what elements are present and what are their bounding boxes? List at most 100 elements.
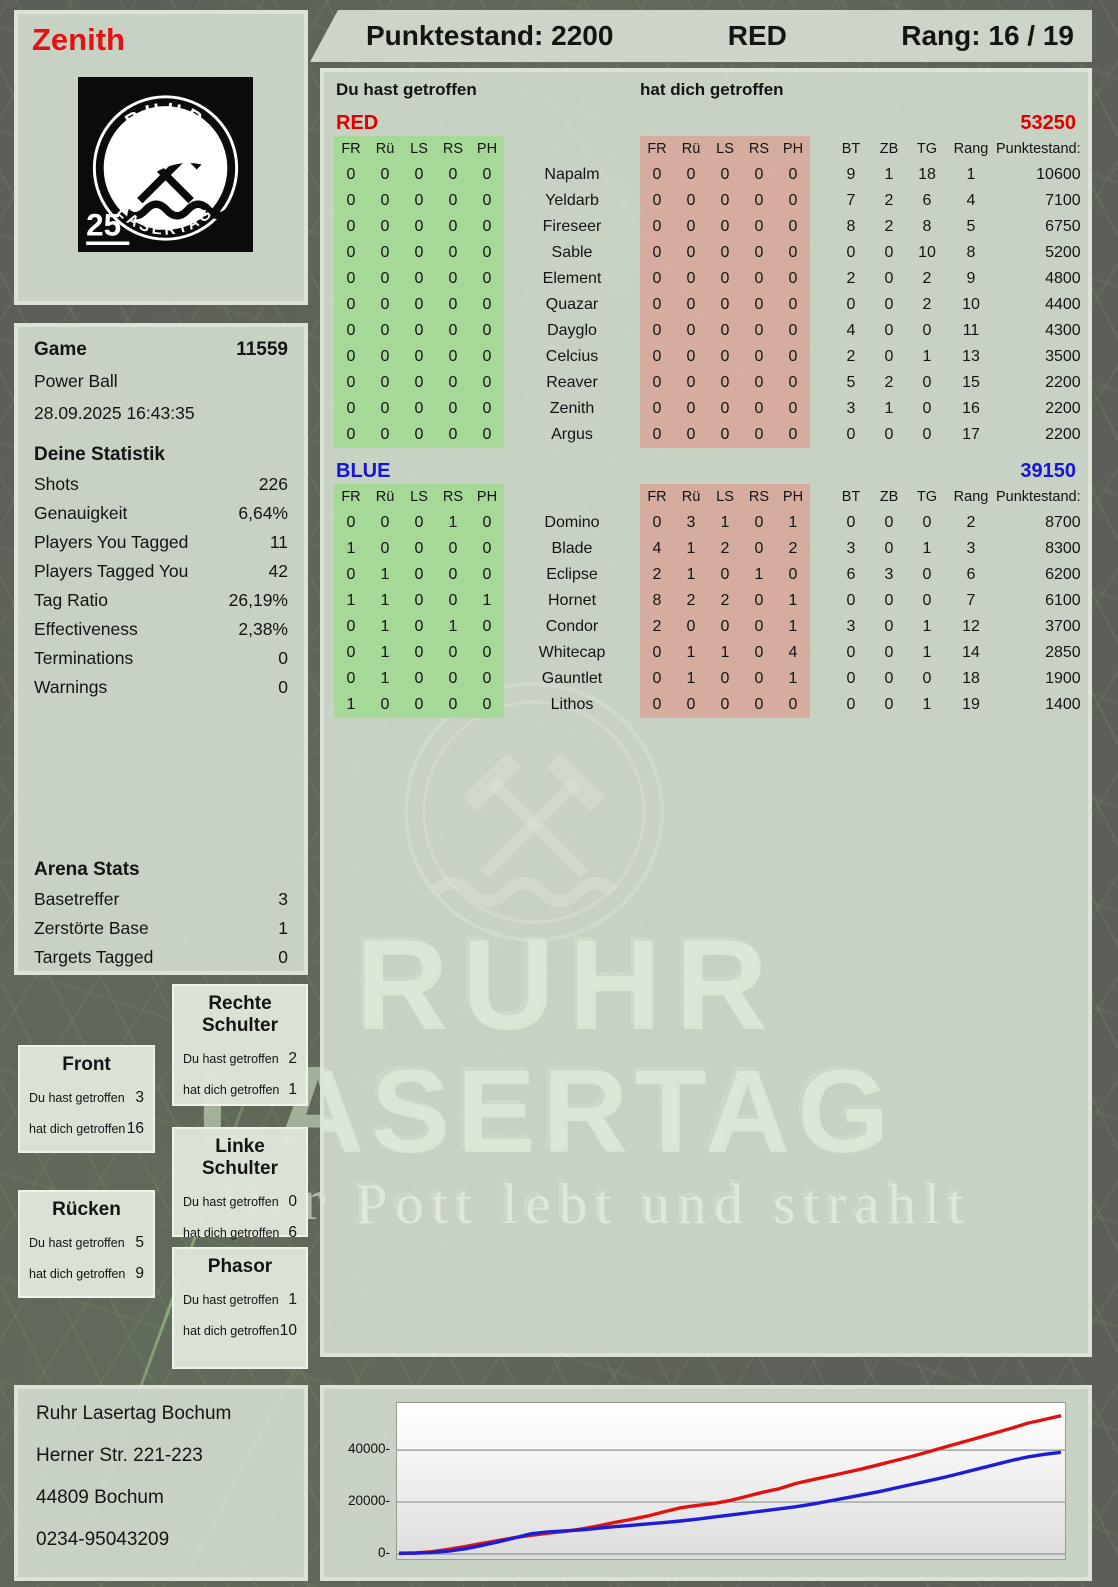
you-hit-cell: 0 <box>368 162 402 188</box>
player-name-cell: Element <box>542 270 602 287</box>
them-hit-cell: 0 <box>708 344 742 370</box>
spacer <box>810 344 832 370</box>
you-hit-cell: 0 <box>436 588 470 614</box>
you-hit-cell: 0 <box>368 188 402 214</box>
zb-cell: 0 <box>884 618 894 635</box>
player-name-cell: Whitecap <box>538 644 606 661</box>
bt-cell: 7 <box>846 192 856 209</box>
col-header: TG <box>916 489 938 505</box>
col-header: LS <box>402 136 436 162</box>
spacer <box>810 292 832 318</box>
score-cell: 8700 <box>1045 514 1081 531</box>
score-cell: 3700 <box>1045 618 1081 635</box>
col-header: Punktestand: <box>996 141 1081 157</box>
rank-cell: 15 <box>962 374 980 391</box>
you-hit-value: 1 <box>288 1291 297 1308</box>
col-header: ZB <box>879 141 899 157</box>
hitzone-title: Front <box>62 1054 111 1075</box>
game-label: Game <box>34 339 87 360</box>
them-hit-cell: 1 <box>674 640 708 666</box>
tg-cell: 0 <box>922 670 932 687</box>
you-hit-cell: 0 <box>436 562 470 588</box>
col-header <box>504 136 640 162</box>
them-hit-cell: 8 <box>640 588 674 614</box>
bt-cell: 3 <box>846 400 856 417</box>
bt-cell: 0 <box>846 426 856 443</box>
score-cell: 1900 <box>1045 670 1081 687</box>
player-name-cell: Reaver <box>546 374 598 391</box>
you-hit-cell: 0 <box>402 562 436 588</box>
bt-cell: 0 <box>846 592 856 609</box>
you-hit-cell: 0 <box>402 214 436 240</box>
score-progress-chart <box>396 1402 1066 1560</box>
tg-cell: 1 <box>922 644 932 661</box>
col-header <box>504 484 640 510</box>
col-header: ZB <box>879 489 899 505</box>
them-hit-cell: 0 <box>776 422 810 448</box>
you-hit-cell: 0 <box>402 422 436 448</box>
them-hit-cell: 0 <box>742 692 776 718</box>
col-header: PH <box>470 136 504 162</box>
them-hit-cell: 0 <box>742 588 776 614</box>
rank-cell: 11 <box>962 322 980 339</box>
them-hit-cell: 2 <box>776 536 810 562</box>
rank-cell: 13 <box>962 348 980 365</box>
them-hit-cell: 0 <box>742 266 776 292</box>
stat-label: Terminations <box>34 648 134 668</box>
you-hit-cell: 0 <box>436 292 470 318</box>
bt-cell: 8 <box>846 218 856 235</box>
hitzone-ruecken: Rücken Du hast getroffen 5 hat dich getro… <box>18 1190 155 1298</box>
them-hit-cell: 2 <box>640 562 674 588</box>
address-line: 0234-95043209 <box>36 1529 170 1550</box>
col-header: PH <box>776 136 810 162</box>
player-name-cell: Lithos <box>550 696 594 713</box>
hitzone-linke-schulter: Linke Schulter Du hast getroffen 0 hat di… <box>172 1127 308 1241</box>
them-hit-cell: 0 <box>776 396 810 422</box>
you-hit-cell: 1 <box>368 588 402 614</box>
them-hit-cell: 0 <box>776 318 810 344</box>
spacer <box>810 136 832 162</box>
them-hit-cell: 1 <box>776 588 810 614</box>
you-hit-cell: 0 <box>436 640 470 666</box>
tg-cell: 1 <box>922 348 932 365</box>
them-hit-cell: 1 <box>674 536 708 562</box>
stat-value: 6,64% <box>238 503 288 523</box>
them-hit-cell: 0 <box>674 188 708 214</box>
hitzone-phasor: Phasor Du hast getroffen 1 hat dich getro… <box>172 1247 308 1369</box>
you-hit-cell: 0 <box>368 318 402 344</box>
bt-cell: 0 <box>846 244 856 261</box>
them-hit-cell: 1 <box>776 666 810 692</box>
stat-label: Zerstörte Base <box>34 918 149 938</box>
zb-cell: 0 <box>884 426 894 443</box>
you-hit-cell: 0 <box>402 666 436 692</box>
zb-cell: 0 <box>884 644 894 661</box>
you-hit-cell: 0 <box>334 562 368 588</box>
you-hit-cell: 0 <box>436 240 470 266</box>
you-hit-cell: 1 <box>334 536 368 562</box>
you-hit-cell: 0 <box>334 614 368 640</box>
hitzone-title: Rücken <box>52 1199 121 1220</box>
red-score-table: FR Rü LS RS PH FR Rü LS RS PH BT ZB TG Rang Punktestan… <box>334 136 1081 448</box>
player-name-cell: Argus <box>551 426 593 443</box>
you-hit-cell: 0 <box>402 640 436 666</box>
address-panel: Ruhr Lasertag Bochum Herner Str. 221-223… <box>14 1385 308 1581</box>
hitzone-rechte-schulter: Rechte Schulter Du hast getroffen 2 hat d… <box>172 984 308 1106</box>
zb-cell: 0 <box>884 296 894 313</box>
you-hit-value: 5 <box>135 1234 144 1251</box>
game-datetime: 28.09.2025 16:43:35 <box>34 403 195 423</box>
spacer <box>810 162 832 188</box>
col-header: RS <box>742 484 776 510</box>
address-line: 44809 Bochum <box>36 1487 164 1508</box>
you-hit-cell: 0 <box>470 422 504 448</box>
spacer <box>810 510 832 536</box>
y-tick-label: 40000- <box>347 1441 390 1457</box>
game-mode: Power Ball <box>34 371 118 391</box>
them-hit-cell: 0 <box>640 510 674 536</box>
bt-cell: 2 <box>846 348 856 365</box>
stat-label: Players Tagged You <box>34 561 189 581</box>
blue-team-row: BLUE 39150 <box>334 458 1078 484</box>
blue-team-name: BLUE <box>336 459 391 482</box>
them-hit-cell: 0 <box>776 188 810 214</box>
col-header: FR <box>640 136 674 162</box>
